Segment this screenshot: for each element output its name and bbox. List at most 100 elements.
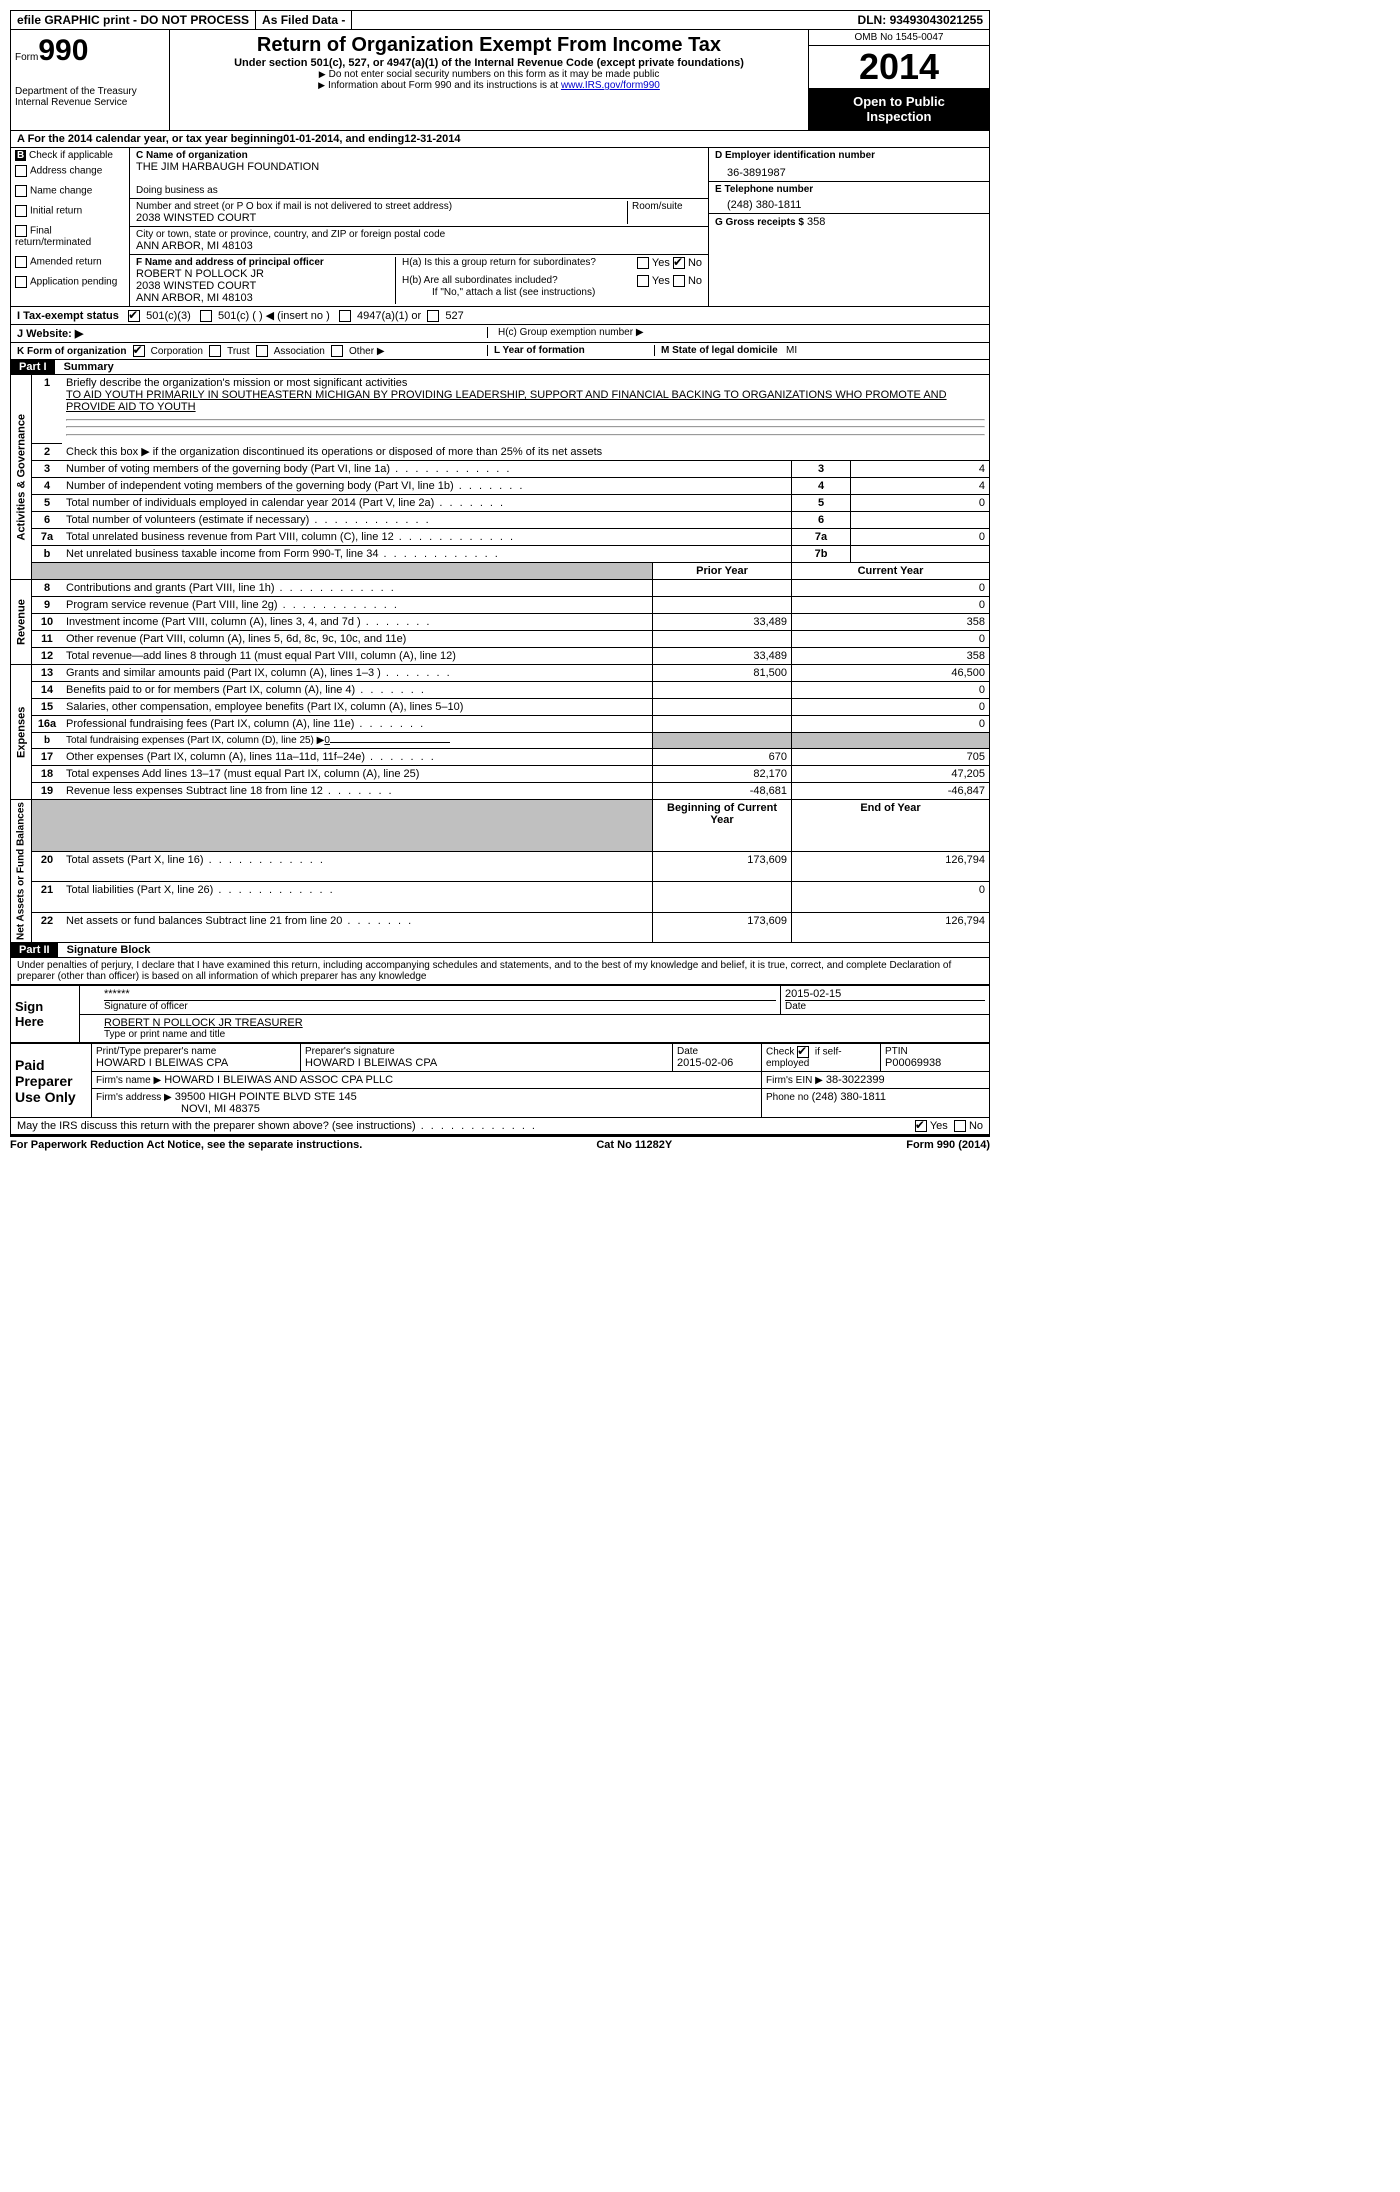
sig-date: 2015-02-15	[785, 988, 985, 1000]
line11-prior	[653, 631, 792, 648]
chk-corp[interactable]	[133, 345, 145, 357]
irs-yes-checkbox[interactable]	[915, 1120, 927, 1132]
opt-527: 527	[445, 310, 463, 322]
hb-row: H(b) Are all subordinates included? Yes …	[402, 275, 702, 287]
line18-text: Total expenses Add lines 13–17 (must equ…	[66, 768, 419, 780]
form-org-label: K Form of organization	[17, 346, 126, 357]
line20-text: Total assets (Part X, line 16)	[66, 854, 325, 866]
entity-section: B Check if applicable Address change Nam…	[10, 148, 990, 307]
lbl-amended: Amended return	[30, 257, 102, 268]
line7a-text: Total unrelated business revenue from Pa…	[66, 531, 515, 543]
checkbox-final-return[interactable]: Final return/terminated	[15, 225, 125, 248]
line15-current: 0	[792, 699, 990, 716]
line18-prior: 82,170	[653, 766, 792, 783]
line3-val: 4	[851, 461, 990, 478]
officer-name: ROBERT N POLLOCK JR	[136, 268, 395, 280]
dln-value: 93493043021255	[890, 13, 983, 27]
chk-527[interactable]	[427, 310, 439, 322]
opt-trust: Trust	[227, 346, 249, 357]
self-employed-cell: Check if self-employed	[762, 1044, 881, 1072]
row-j: J Website: ▶ H(c) Group exemption number…	[10, 325, 990, 343]
firm-addr2: NOVI, MI 48375	[96, 1103, 260, 1115]
year-formation-label: L Year of formation	[487, 345, 654, 356]
tax-year: 2014	[809, 46, 989, 88]
ha-yes-checkbox[interactable]	[637, 257, 649, 269]
addr-label: Number and street (or P O box if mail is…	[136, 201, 627, 212]
irs-discuss-row: May the IRS discuss this return with the…	[10, 1118, 990, 1135]
line7b-box: 7b	[792, 546, 851, 563]
tax-year-end: 12-31-2014	[404, 133, 460, 145]
column-d: D Employer identification number 36-3891…	[708, 148, 989, 306]
line8-current: 0	[792, 580, 990, 597]
line20-boy: 173,609	[653, 852, 792, 882]
vlabel-revenue: Revenue	[11, 580, 32, 665]
line3-box: 3	[792, 461, 851, 478]
perjury-declaration: Under penalties of perjury, I declare th…	[10, 958, 990, 985]
check-if-applicable: Check if applicable	[29, 150, 113, 161]
opt-501c: 501(c) ( ) ◀ (insert no )	[218, 310, 330, 322]
line13-text: Grants and similar amounts paid (Part IX…	[66, 667, 452, 679]
part1-header-row: Part I Summary	[10, 360, 990, 375]
cell-city: City or town, state or province, country…	[130, 227, 708, 255]
line12-text: Total revenue—add lines 8 through 11 (mu…	[66, 650, 456, 662]
col-boy: Beginning of Current Year	[653, 800, 792, 852]
line4-val: 4	[851, 478, 990, 495]
line13-current: 46,500	[792, 665, 990, 682]
checkbox-initial-return[interactable]: Initial return	[15, 205, 125, 217]
form-subtitle: Under section 501(c), 527, or 4947(a)(1)…	[180, 57, 798, 69]
hb-label: H(b) Are all subordinates included?	[402, 275, 637, 287]
cat-no: Cat No 11282Y	[596, 1139, 672, 1151]
irs-no-checkbox[interactable]	[954, 1120, 966, 1132]
header-right: OMB No 1545-0047 2014 Open to PublicInsp…	[808, 30, 989, 130]
dln-label: DLN:	[858, 13, 887, 27]
sig-redacted: ******	[104, 988, 776, 1000]
checkbox-name-change[interactable]: Name change	[15, 185, 125, 197]
line11-text: Other revenue (Part VIII, column (A), li…	[66, 633, 406, 645]
checkbox-address-change[interactable]: Address change	[15, 165, 125, 177]
line21-text: Total liabilities (Part X, line 26)	[66, 884, 335, 896]
col-prior-year: Prior Year	[653, 563, 792, 580]
hb-yes-checkbox[interactable]	[637, 275, 649, 287]
chk-assoc[interactable]	[256, 345, 268, 357]
hb-no-checkbox[interactable]	[673, 275, 685, 287]
line16a-current: 0	[792, 716, 990, 733]
chk-501c3[interactable]	[128, 310, 140, 322]
chk-trust[interactable]	[209, 345, 221, 357]
ssn-warning: Do not enter social security numbers on …	[180, 69, 798, 80]
header-left: Form990 Department of the Treasury Inter…	[11, 30, 170, 130]
form-number: 990	[38, 34, 88, 67]
tax-exempt-label: I Tax-exempt status	[17, 310, 119, 322]
form-header: Form990 Department of the Treasury Inter…	[10, 30, 990, 131]
vlabel-expenses: Expenses	[11, 665, 32, 800]
part1-table: Activities & Governance 1 Briefly descri…	[10, 375, 990, 943]
ptin-label: PTIN	[885, 1046, 985, 1057]
dba-label: Doing business as	[136, 185, 702, 196]
checkbox-amended[interactable]: Amended return	[15, 256, 125, 268]
instructions-pre: Information about Form 990 and its instr…	[328, 80, 561, 91]
dln: DLN: 93493043021255	[352, 11, 989, 29]
line19-current: -46,847	[792, 783, 990, 800]
cell-officer-and-h: F Name and address of principal officer …	[130, 255, 708, 306]
prep-date: 2015-02-06	[677, 1057, 757, 1069]
line2-text: Check this box ▶ if the organization dis…	[66, 446, 602, 458]
column-b: B Check if applicable Address change Nam…	[11, 148, 130, 306]
line5-val: 0	[851, 495, 990, 512]
form-ref: Form 990 (2014)	[906, 1139, 990, 1151]
chk-other[interactable]	[331, 345, 343, 357]
irs-yes: Yes	[930, 1120, 948, 1132]
ha-no-checkbox[interactable]	[673, 257, 685, 269]
chk-4947[interactable]	[339, 310, 351, 322]
line10-prior: 33,489	[653, 614, 792, 631]
chk-self-employed[interactable]	[797, 1046, 809, 1058]
org-name-label: C Name of organization	[136, 150, 702, 161]
firm-addr1: 39500 HIGH POINTE BLVD STE 145	[175, 1091, 357, 1103]
line2-cell: Check this box ▶ if the organization dis…	[62, 443, 990, 461]
cell-phone: E Telephone number (248) 380-1811	[709, 182, 989, 214]
firm-ein-label: Firm's EIN ▶	[766, 1075, 823, 1086]
line7b-val	[851, 546, 990, 563]
instructions-link[interactable]: www.IRS.gov/form990	[561, 80, 660, 91]
chk-501c[interactable]	[200, 310, 212, 322]
state-domicile: M State of legal domicile MI	[654, 345, 983, 356]
checkbox-app-pending[interactable]: Application pending	[15, 276, 125, 288]
part2-num: Part II	[11, 943, 58, 957]
